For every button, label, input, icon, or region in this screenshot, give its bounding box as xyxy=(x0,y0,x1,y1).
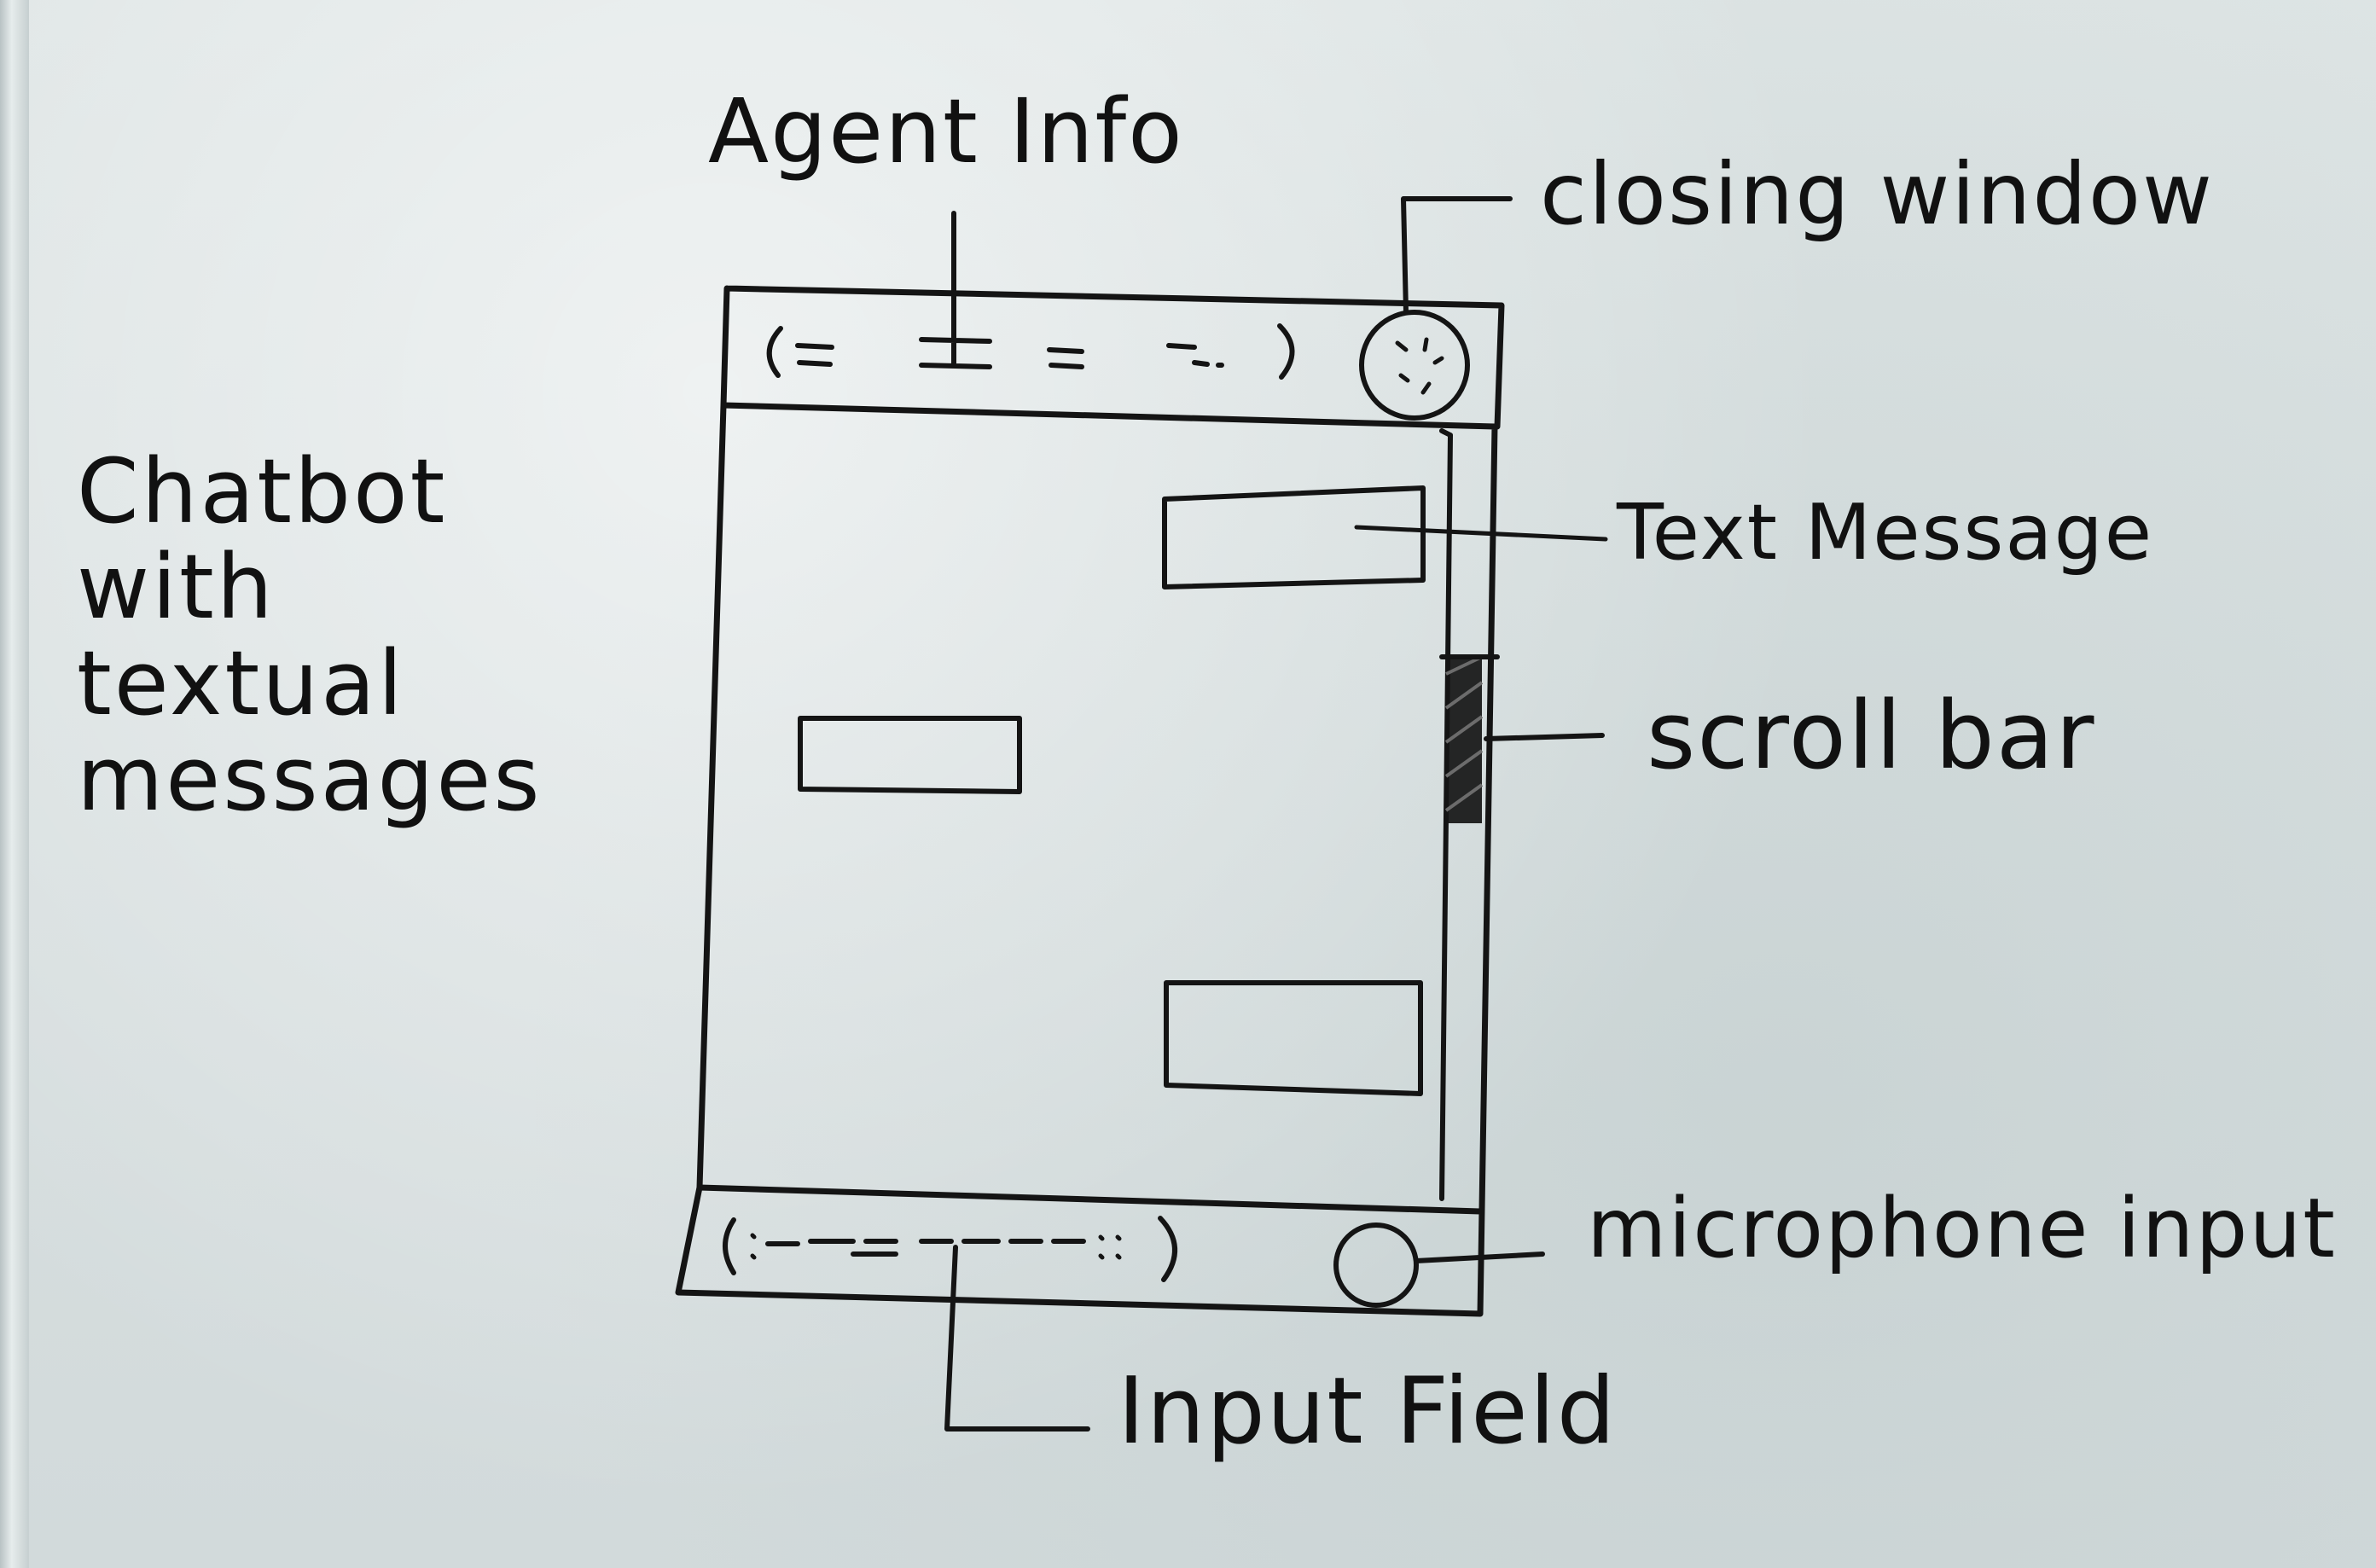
message-bubble-outgoing-1 xyxy=(1162,485,1426,589)
chat-window-frame xyxy=(675,285,1505,1317)
microphone-icon[interactable] xyxy=(1333,1222,1419,1308)
message-bubble-outgoing-2 xyxy=(1164,980,1423,1096)
title-line-2: with xyxy=(77,535,276,640)
close-icon[interactable] xyxy=(1359,310,1470,421)
closing-window-label: closing window xyxy=(1540,144,2214,244)
scroll-bar-leader xyxy=(1484,733,1605,741)
title-line-1: Chatbot xyxy=(77,439,448,543)
input-field-placeholder[interactable] xyxy=(723,1216,1177,1282)
microphone-input-label: microphone input xyxy=(1587,1181,2337,1276)
message-bubble-incoming-1 xyxy=(798,716,1022,794)
closing-window-leader xyxy=(1401,196,1513,315)
title-line-3: textual xyxy=(77,630,405,735)
scroll-thumb[interactable] xyxy=(1439,654,1500,823)
text-message-label: Text Message xyxy=(1617,488,2154,578)
input-field-leader xyxy=(944,1245,1090,1432)
microphone-input-leader xyxy=(1414,1251,1545,1263)
input-field-label: Input Field xyxy=(1118,1358,1618,1465)
diagram-title: Chatbot with textual messages xyxy=(77,439,543,831)
text-message-leader xyxy=(1354,525,1608,542)
agent-info-placeholder xyxy=(766,211,1295,380)
scroll-bar-label: scroll bar xyxy=(1647,681,2096,790)
whiteboard-frame-edge xyxy=(0,0,29,1568)
agent-info-label: Agent Info xyxy=(708,79,1184,183)
title-line-4: messages xyxy=(77,726,543,831)
